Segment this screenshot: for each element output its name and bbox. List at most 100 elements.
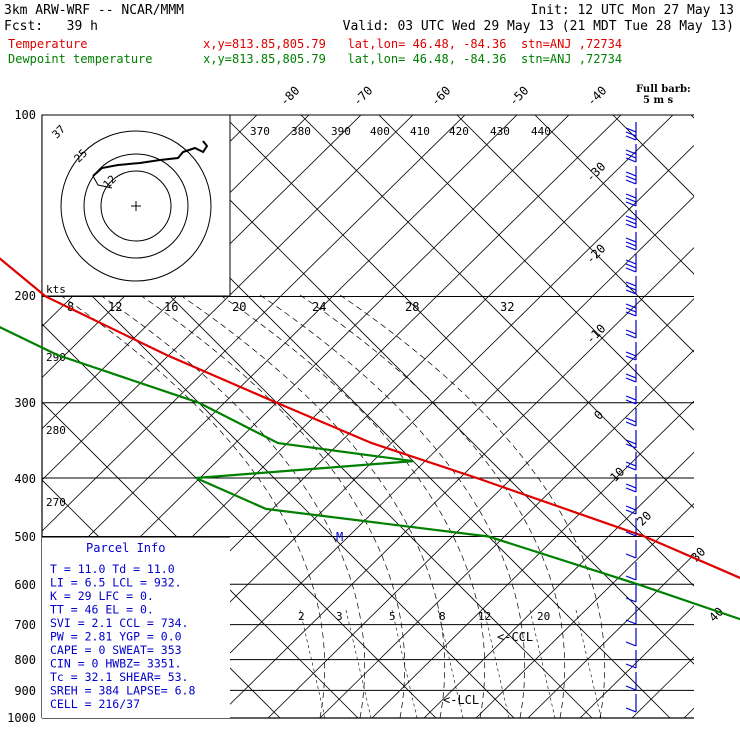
mixr-label-20: 20 (537, 610, 550, 623)
pressure-label-700: 700 (14, 618, 36, 632)
parcel-info-row: LI = 6.5 LCL = 932. (50, 576, 182, 590)
wind-barb (625, 650, 637, 669)
parcel-info-row: SREH = 384 LAPSE= 6.8 (50, 684, 195, 698)
m-marker: M (336, 530, 343, 544)
parcel-info-rows: T = 11.0 Td = 11.0LI = 6.5 LCL = 932.K =… (50, 562, 195, 711)
dry-adiabat-line (42, 115, 414, 481)
pressure-axis: 100 200 300 400 500 600 700 800 900 1000 (7, 108, 36, 725)
mixr-label-12: 12 (478, 610, 491, 623)
speed-label-12: 12 (108, 300, 122, 314)
mixing-ratio-line (391, 609, 418, 718)
parcel-info-box: Parcel Info T = 11.0 Td = 11.0LI = 6.5 L… (42, 536, 230, 718)
hodograph: 37 25 12 (41, 114, 231, 297)
pressure-label-800: 800 (14, 653, 36, 667)
wind-barb (625, 474, 637, 493)
mixr-label-2: 2 (298, 610, 305, 623)
lcl-annotation: <-LCL (443, 693, 479, 707)
wind-barb (625, 210, 637, 229)
theta-label-280: 280 (46, 424, 66, 437)
isotherm-line (690, 115, 694, 119)
mixing-ratio-line (345, 609, 372, 718)
pressure-label-600: 600 (14, 578, 36, 592)
theta-label-390: 390 (331, 125, 351, 138)
dry-adiabat-line (215, 247, 694, 718)
init-time: Init: 12 UTC Mon 27 May 13 (531, 3, 735, 18)
wind-barb (625, 430, 637, 449)
parcel-info-row: SVI = 2.1 CCL = 734. (50, 616, 188, 630)
temp-label-m30: -30 (583, 159, 608, 184)
parcel-info-row: Tc = 32.1 SHEAR= 53. (50, 670, 188, 684)
isotherm-line (42, 245, 515, 718)
wind-barb (625, 452, 637, 471)
isotherm-line (144, 115, 694, 665)
theta-label-420: 420 (449, 125, 469, 138)
mixing-ratio-line (437, 609, 464, 718)
isotherm-line (456, 115, 694, 353)
speed-label-20: 20 (232, 300, 246, 314)
speed-label-16: 16 (164, 300, 178, 314)
mixr-label-5: 5 (389, 610, 396, 623)
wind-key-value: 5 m s (643, 95, 674, 106)
valid-time: Valid: 03 UTC Wed 29 May 13 (21 MDT Tue … (343, 19, 734, 34)
wind-barb (625, 562, 637, 581)
wind-barb (625, 166, 637, 185)
dewpoint-profile-line (0, 326, 740, 621)
wind-barb (625, 540, 637, 559)
temperature-legend-line: Temperature x,y=813.85,805.79 lat,lon= 4… (8, 37, 622, 51)
dry-adiabat-line (163, 195, 694, 718)
wind-barb (625, 496, 637, 515)
mixing-ratio-line (529, 609, 556, 718)
speed-scale-label: kts (46, 283, 66, 296)
moist-adiabat-line (99, 294, 366, 718)
temp-label-m70: -70 (350, 83, 375, 108)
dewpoint-legend-line: Dewpoint temperature x,y=813.85,805.79 l… (8, 52, 622, 66)
mixr-label-8: 8 (439, 610, 446, 623)
mixing-ratio-line (575, 609, 602, 718)
dry-adiabat-line (631, 656, 694, 718)
temperature-profile-line (0, 257, 740, 580)
theta-label-440: 440 (531, 125, 551, 138)
mixing-ratio-line (483, 609, 510, 718)
dry-adiabat-line (42, 115, 518, 583)
isotherm-line (378, 115, 694, 431)
isotherm-line (612, 115, 694, 197)
wind-barb (625, 584, 637, 603)
wind-barb (625, 518, 637, 537)
temp-label-m80: -80 (277, 83, 302, 108)
theta-label-290: 290 (46, 351, 66, 364)
moist-adiabat-line (259, 294, 526, 718)
pressure-label-1000: 1000 (7, 711, 36, 725)
wind-barb (625, 606, 637, 625)
isotherm-line (222, 115, 694, 587)
top-temperature-labels: -80 -70 -60 -50 -40 (277, 83, 609, 108)
dry-adiabat-line (683, 707, 694, 718)
ccl-annotation: <-CCL (497, 630, 533, 644)
dry-adiabat-line (319, 349, 694, 718)
wind-barb (625, 628, 637, 647)
wind-barbs (625, 122, 637, 713)
moist-adiabat-line (339, 294, 606, 718)
wind-key-title: Full barb: (636, 84, 691, 95)
wind-barb (625, 232, 637, 251)
parcel-info-row: CIN = 0 HWBZ= 3351. (50, 657, 182, 671)
parcel-info-row: TT = 46 EL = 0. (50, 603, 154, 617)
temp-label-m10: -10 (583, 321, 608, 346)
wind-barb (625, 694, 637, 713)
moist-adiabat-line (139, 294, 406, 718)
speed-label-8: 8 (67, 300, 74, 314)
wind-barb (625, 342, 637, 361)
temp-label-m50: -50 (506, 83, 531, 108)
mixr-label-3: 3 (336, 610, 343, 623)
mixing-ratio-line (299, 609, 326, 718)
speed-label-28: 28 (405, 300, 419, 314)
theta-label-400: 400 (370, 125, 390, 138)
dry-adiabat-line (423, 451, 694, 718)
pressure-label-100: 100 (14, 108, 36, 122)
theta-labels: 370 380 390 400 410 420 430 440 290 280 … (46, 125, 551, 509)
moist-adiabat-line (219, 294, 486, 718)
wind-barb (625, 364, 637, 383)
dry-adiabat-line (475, 502, 694, 718)
isotherm-line (300, 115, 694, 509)
theta-label-370: 370 (250, 125, 270, 138)
